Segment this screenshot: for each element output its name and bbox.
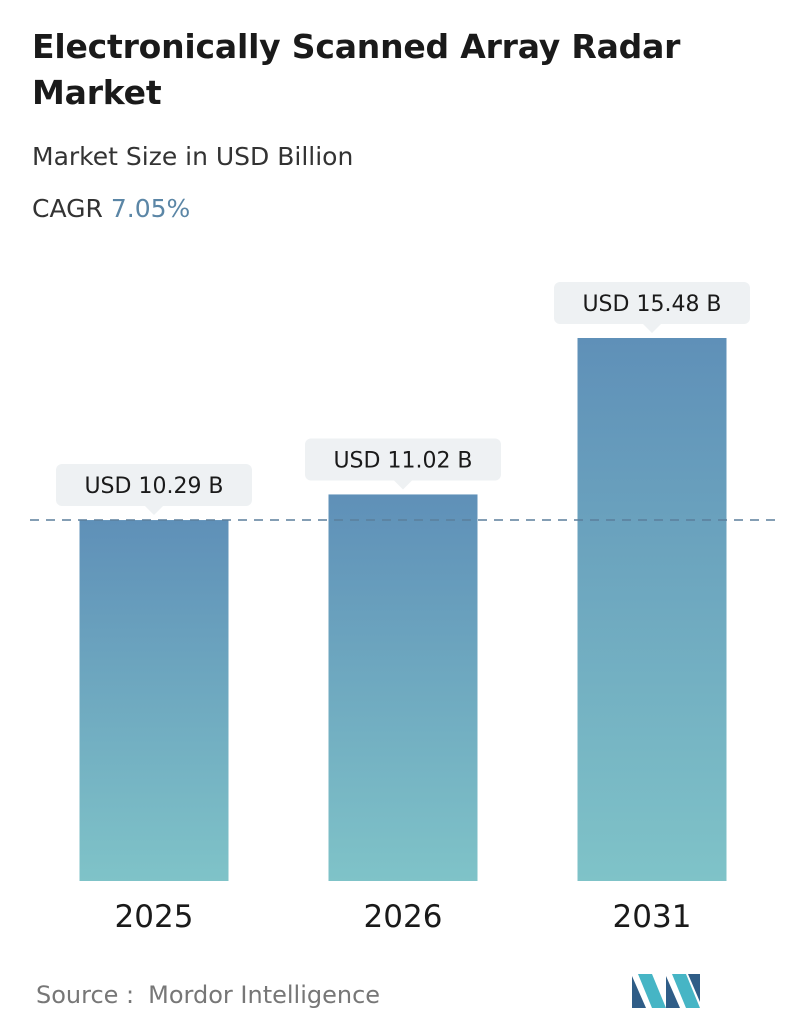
source-label: Source : <box>36 981 135 1009</box>
data-label-2031: USD 15.48 B <box>554 282 750 333</box>
data-label-2026: USD 11.02 B <box>305 438 501 490</box>
data-label-2025: USD 10.29 B <box>56 464 252 516</box>
chart-title: Electronically Scanned Array Radar Marke… <box>32 27 681 112</box>
x-tick-label-2026: 2026 <box>364 899 443 935</box>
data-label-text: USD 10.29 B <box>84 474 223 499</box>
source-line: Source : Mordor Intelligence <box>36 978 380 1012</box>
data-label-text: USD 15.48 B <box>582 292 721 317</box>
mordor-intelligence-logo-icon <box>632 974 700 1008</box>
bar-2031 <box>577 338 727 881</box>
bar-2026 <box>328 494 478 881</box>
source-value: Mordor Intelligence <box>148 981 381 1009</box>
bar-2025 <box>79 520 229 881</box>
cagr-value: 7.05% <box>110 194 191 223</box>
cagr-line: CAGR 7.05% <box>32 192 190 226</box>
cagr-label: CAGR <box>32 194 103 223</box>
data-label-text: USD 11.02 B <box>333 448 472 473</box>
x-tick-label-2025: 2025 <box>115 899 194 935</box>
chart-subtitle: Market Size in USD Billion <box>32 142 354 171</box>
x-tick-label-2031: 2031 <box>613 899 692 935</box>
